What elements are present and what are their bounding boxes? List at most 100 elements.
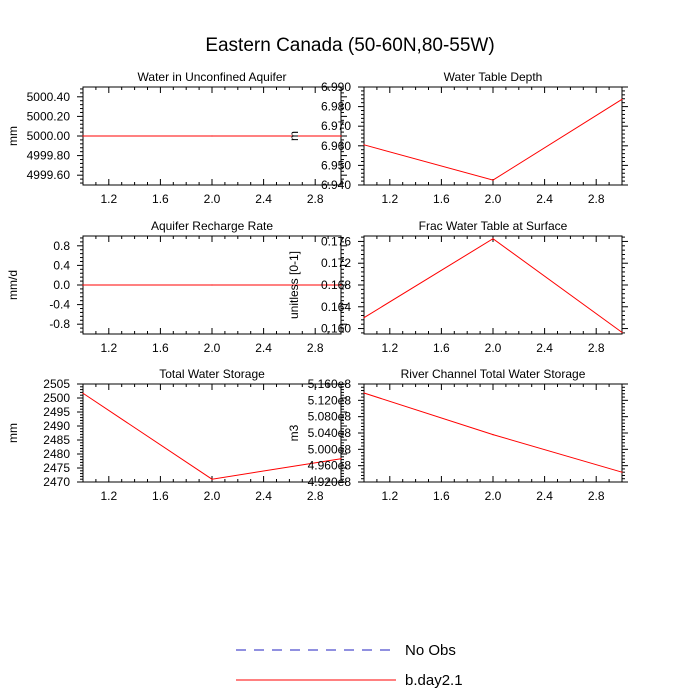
- y-tick-label: 5.000e8: [308, 442, 352, 456]
- y-tick-label: 4.920e8: [308, 475, 352, 489]
- y-tick-label: 0.0: [53, 278, 70, 292]
- legend: No Obs b.day2.1: [236, 642, 463, 689]
- x-tick-label: 2.8: [307, 341, 324, 355]
- panel-title: Total Water Storage: [159, 367, 265, 381]
- data-point: [621, 471, 623, 473]
- y-tick-label: -0.8: [49, 317, 70, 331]
- y-axis-label: unitless [0-1]: [287, 251, 301, 319]
- panel-title: Water in Unconfined Aquifer: [138, 70, 287, 84]
- data-point: [82, 392, 84, 394]
- x-tick-label: 2.8: [588, 192, 605, 206]
- y-tick-label: 2475: [43, 461, 70, 475]
- y-tick-label: 5.040e8: [308, 426, 352, 440]
- y-tick-label: 2485: [43, 433, 70, 447]
- x-tick-label: 2.8: [588, 341, 605, 355]
- x-tick-label: 2.8: [307, 192, 324, 206]
- y-tick-label: 4999.60: [27, 168, 71, 182]
- legend-model-label: b.day2.1: [405, 672, 463, 689]
- y-tick-label: 6.940: [321, 178, 351, 192]
- y-tick-label: 2495: [43, 405, 70, 419]
- y-tick-label: 0.160: [321, 322, 351, 336]
- y-axis-label: mm: [6, 423, 20, 443]
- x-tick-label: 2.4: [536, 489, 553, 503]
- y-tick-label: -0.4: [49, 298, 70, 312]
- y-axis-label: mm: [6, 126, 20, 146]
- data-point: [363, 392, 365, 394]
- x-tick-label: 2.0: [485, 341, 502, 355]
- x-tick-label: 1.2: [381, 341, 398, 355]
- y-tick-label: 5000.20: [27, 109, 71, 123]
- y-tick-label: 0.164: [321, 300, 351, 314]
- y-tick-label: 5000.40: [27, 90, 71, 104]
- x-tick-label: 1.2: [381, 192, 398, 206]
- x-tick-label: 1.6: [433, 192, 450, 206]
- y-tick-label: 5.080e8: [308, 410, 352, 424]
- data-point: [211, 135, 213, 137]
- x-tick-label: 1.6: [433, 341, 450, 355]
- y-tick-label: 6.990: [321, 80, 351, 94]
- y-axis-label: m3: [287, 424, 301, 441]
- x-tick-label: 2.8: [588, 489, 605, 503]
- panel-5: Total Water Storage mm 1.2 1.6 2.0 2.4 2.8 2470…: [6, 367, 347, 503]
- data-point: [82, 284, 84, 286]
- panels: Water in Unconfined Aquifer mm 1.2 1.6 2.0 2.…: [6, 70, 628, 503]
- panel-4: Frac Water Table at Surface unitless [0-1…: [287, 219, 628, 355]
- x-tick-label: 1.6: [152, 341, 169, 355]
- y-tick-label: 0.8: [53, 239, 70, 253]
- data-point: [492, 179, 494, 181]
- x-tick-label: 1.2: [381, 489, 398, 503]
- data-point: [363, 144, 365, 146]
- x-tick-label: 1.2: [100, 341, 117, 355]
- y-tick-label: 2505: [43, 377, 70, 391]
- x-tick-label: 2.0: [204, 489, 221, 503]
- data-point: [340, 458, 342, 460]
- y-tick-label: 6.950: [321, 158, 351, 172]
- x-tick-label: 1.6: [152, 489, 169, 503]
- x-tick-label: 2.4: [536, 341, 553, 355]
- y-axis-label: mm/d: [6, 270, 20, 300]
- y-tick-label: 2470: [43, 475, 70, 489]
- y-tick-label: 4.960e8: [308, 459, 352, 473]
- data-point: [82, 135, 84, 137]
- y-tick-label: 6.980: [321, 100, 351, 114]
- data-point: [621, 98, 623, 100]
- data-point: [211, 284, 213, 286]
- y-tick-label: 5000.00: [27, 129, 71, 143]
- x-tick-label: 1.2: [100, 192, 117, 206]
- x-tick-label: 2.0: [204, 341, 221, 355]
- y-tick-label: 2500: [43, 391, 70, 405]
- figure-title: Eastern Canada (50-60N,80-55W): [205, 35, 494, 56]
- x-tick-label: 2.0: [204, 192, 221, 206]
- panel-title: River Channel Total Water Storage: [401, 367, 586, 381]
- data-point: [363, 317, 365, 319]
- x-tick-label: 2.8: [307, 489, 324, 503]
- x-tick-label: 1.6: [433, 489, 450, 503]
- y-axis-label: m: [287, 131, 301, 141]
- panel-3: Aquifer Recharge Rate mm/d 1.2 1.6 2.0 2.4 2.8…: [6, 219, 347, 355]
- y-tick-label: 6.960: [321, 139, 351, 153]
- x-tick-label: 2.4: [536, 192, 553, 206]
- x-tick-label: 1.2: [100, 489, 117, 503]
- y-tick-label: 5.160e8: [308, 377, 352, 391]
- panel-6: River Channel Total Water Storage m3 1.2 1.…: [287, 367, 628, 503]
- y-tick-label: 4999.80: [27, 149, 71, 163]
- y-tick-label: 6.970: [321, 119, 351, 133]
- panel-title: Aquifer Recharge Rate: [151, 219, 273, 233]
- panel-title: Frac Water Table at Surface: [419, 219, 568, 233]
- y-tick-label: 0.172: [321, 256, 351, 270]
- data-point: [340, 284, 342, 286]
- y-tick-label: 0.176: [321, 234, 351, 248]
- data-point: [492, 238, 494, 240]
- y-tick-label: 5.120e8: [308, 393, 352, 407]
- x-tick-label: 2.0: [485, 192, 502, 206]
- panel-title: Water Table Depth: [444, 70, 543, 84]
- x-tick-label: 1.6: [152, 192, 169, 206]
- data-point: [492, 434, 494, 436]
- y-tick-label: 2490: [43, 419, 70, 433]
- x-tick-label: 2.4: [255, 341, 272, 355]
- x-tick-label: 2.4: [255, 192, 272, 206]
- y-tick-label: 0.4: [53, 258, 70, 272]
